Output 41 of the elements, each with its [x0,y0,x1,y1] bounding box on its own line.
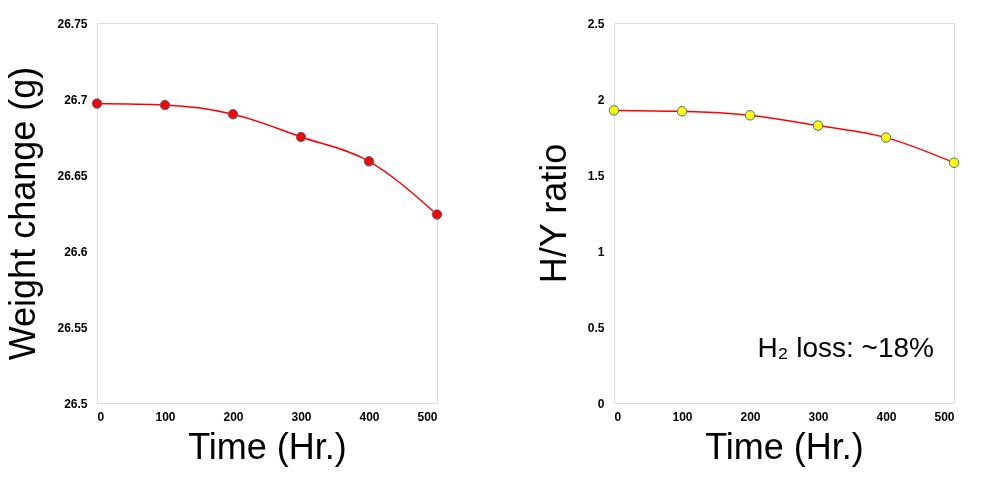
x-tick-label: 100 [672,409,693,424]
point [676,106,688,117]
point [812,120,824,131]
point [948,157,960,168]
x-tick-label: 0 [97,409,105,424]
x-axis-title: Time (Hr.) [188,425,347,467]
x-tick-label: 400 [359,409,380,424]
y-tick-label: 26.7 [64,92,88,107]
y-tick-label: 26.65 [57,168,88,183]
x-tick-label: 100 [155,409,176,424]
point [431,209,443,220]
x-tick-label: 500 [417,409,438,424]
x-tick-label: 300 [291,409,312,424]
x-tick-label: 200 [223,409,244,424]
y-tick-label: 2.5 [587,16,605,31]
y-tick-label: 1 [597,244,605,259]
point [744,110,756,121]
y-tick-label: 0 [597,396,605,411]
y-tick-label: 26.55 [57,320,88,335]
y-tick-label: 26.5 [64,396,88,411]
y-tick-label: 2 [597,92,605,107]
x-tick-label: 500 [934,409,955,424]
x-tick-label: 200 [740,409,761,424]
x-tick-label: 400 [876,409,897,424]
x-tick-label: 300 [808,409,829,424]
point [159,99,171,111]
point [295,131,307,143]
point [363,156,375,167]
x-axis-title: Time (Hr.) [705,425,864,467]
y-tick-label: 26.75 [57,16,88,31]
point [227,108,239,120]
y-tick-label: 26.6 [64,244,88,259]
y-axis-title: H/Y ratio [532,143,574,284]
point [608,105,620,116]
point [91,98,103,109]
y-tick-label: 0.5 [587,320,605,335]
annotation: H₂ loss: ~18% [757,332,934,363]
y-tick-label: 1.5 [587,168,605,183]
y-axis-title: Weight change (g) [2,66,44,361]
point [880,132,892,143]
x-tick-label: 0 [614,409,622,424]
